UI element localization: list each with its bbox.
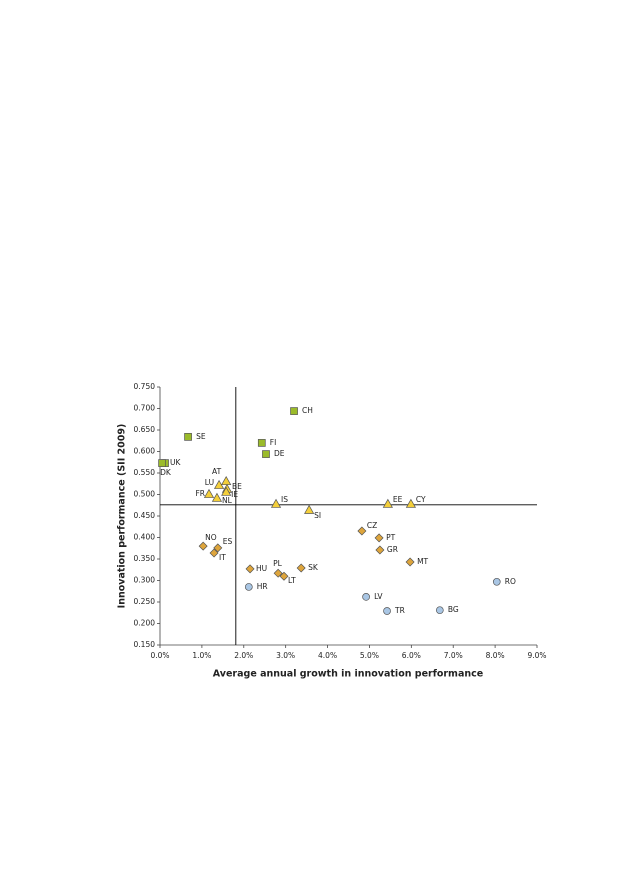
y-tick-label: 0.250 [134, 597, 156, 606]
point-label: GR [387, 545, 398, 554]
point [405, 557, 415, 567]
point-label: LT [288, 576, 296, 585]
y-axis-title: Innovation performance (SII 2009) [117, 424, 128, 609]
point-label: NL [222, 496, 233, 505]
point-label: BG [448, 605, 459, 614]
y-tick-label: 0.450 [134, 511, 156, 520]
point-label: HU [256, 564, 267, 573]
point [270, 498, 282, 508]
point-label: CH [302, 406, 313, 415]
point [262, 450, 270, 458]
point-label: HR [257, 582, 268, 591]
x-tick-label: 2.0% [234, 651, 253, 660]
y-tick-label: 0.650 [134, 425, 156, 434]
x-tick-label: 7.0% [444, 651, 463, 660]
x-tick-label: 5.0% [360, 651, 379, 660]
point [273, 568, 283, 578]
point [221, 475, 232, 486]
point-label: EE [393, 495, 403, 504]
point [257, 439, 266, 447]
y-tick-label: 0.550 [134, 468, 156, 477]
point [203, 488, 215, 498]
point-label: FR [195, 489, 205, 498]
point [405, 498, 417, 508]
point-label: IS [281, 495, 288, 504]
y-tick-label: 0.400 [134, 533, 156, 542]
y-tick-label: 0.150 [134, 640, 156, 649]
point [245, 564, 255, 574]
point-label: SK [308, 563, 319, 572]
y-tick-label: 0.200 [134, 619, 156, 628]
point-label: LU [205, 478, 214, 487]
point [492, 577, 501, 586]
point [290, 407, 298, 415]
point [158, 459, 166, 467]
point-label: PT [386, 533, 396, 542]
point [383, 607, 391, 615]
point-label: TR [394, 606, 405, 615]
point-label: IT [219, 553, 226, 562]
point-label: FI [270, 438, 277, 447]
point [304, 504, 315, 514]
y-tick-label: 0.300 [134, 576, 156, 585]
x-tick-label: 4.0% [318, 651, 337, 660]
y-tick-label: 0.750 [134, 382, 156, 391]
x-tick-label: 3.0% [276, 651, 295, 660]
point [375, 545, 385, 555]
point [362, 592, 370, 601]
point-label: ES [223, 537, 233, 546]
point [213, 479, 225, 489]
point-label: PL [273, 559, 283, 568]
point-label: IE [231, 490, 238, 499]
point [213, 543, 223, 553]
point [435, 606, 444, 615]
x-tick-label: 6.0% [402, 651, 421, 660]
y-tick-label: 0.500 [134, 490, 156, 499]
point-label: AT [212, 467, 222, 476]
y-tick-label: 0.350 [134, 554, 156, 563]
point-label: MT [417, 557, 428, 566]
point [374, 533, 384, 543]
point-label: DE [274, 449, 285, 458]
point [279, 571, 289, 581]
point-label: BE [232, 482, 242, 491]
y-tick-label: 0.600 [134, 447, 156, 456]
x-tick-label: 8.0% [486, 651, 505, 660]
x-tick-label: 1.0% [192, 651, 211, 660]
point-label: NO [205, 533, 217, 542]
point-label: RO [505, 577, 516, 586]
point [211, 492, 223, 502]
x-tick-label: 0.0% [150, 651, 169, 660]
x-axis-title: Average annual growth in innovation perf… [213, 669, 483, 680]
point [382, 498, 393, 508]
point [221, 486, 232, 496]
point-label: LV [374, 592, 383, 601]
point [209, 548, 219, 558]
point [357, 526, 367, 536]
point [244, 583, 253, 591]
point-label: SI [314, 511, 321, 520]
x-tick-label: 9.0% [527, 651, 546, 660]
point [296, 563, 306, 573]
point [198, 541, 208, 551]
point-label: DK [160, 468, 172, 477]
y-tick-label: 0.700 [134, 404, 156, 413]
point-label: UK [170, 458, 181, 467]
point-label: CZ [367, 521, 377, 530]
point-label: CY [416, 495, 426, 504]
point [184, 433, 192, 441]
point-label: SE [196, 432, 206, 441]
